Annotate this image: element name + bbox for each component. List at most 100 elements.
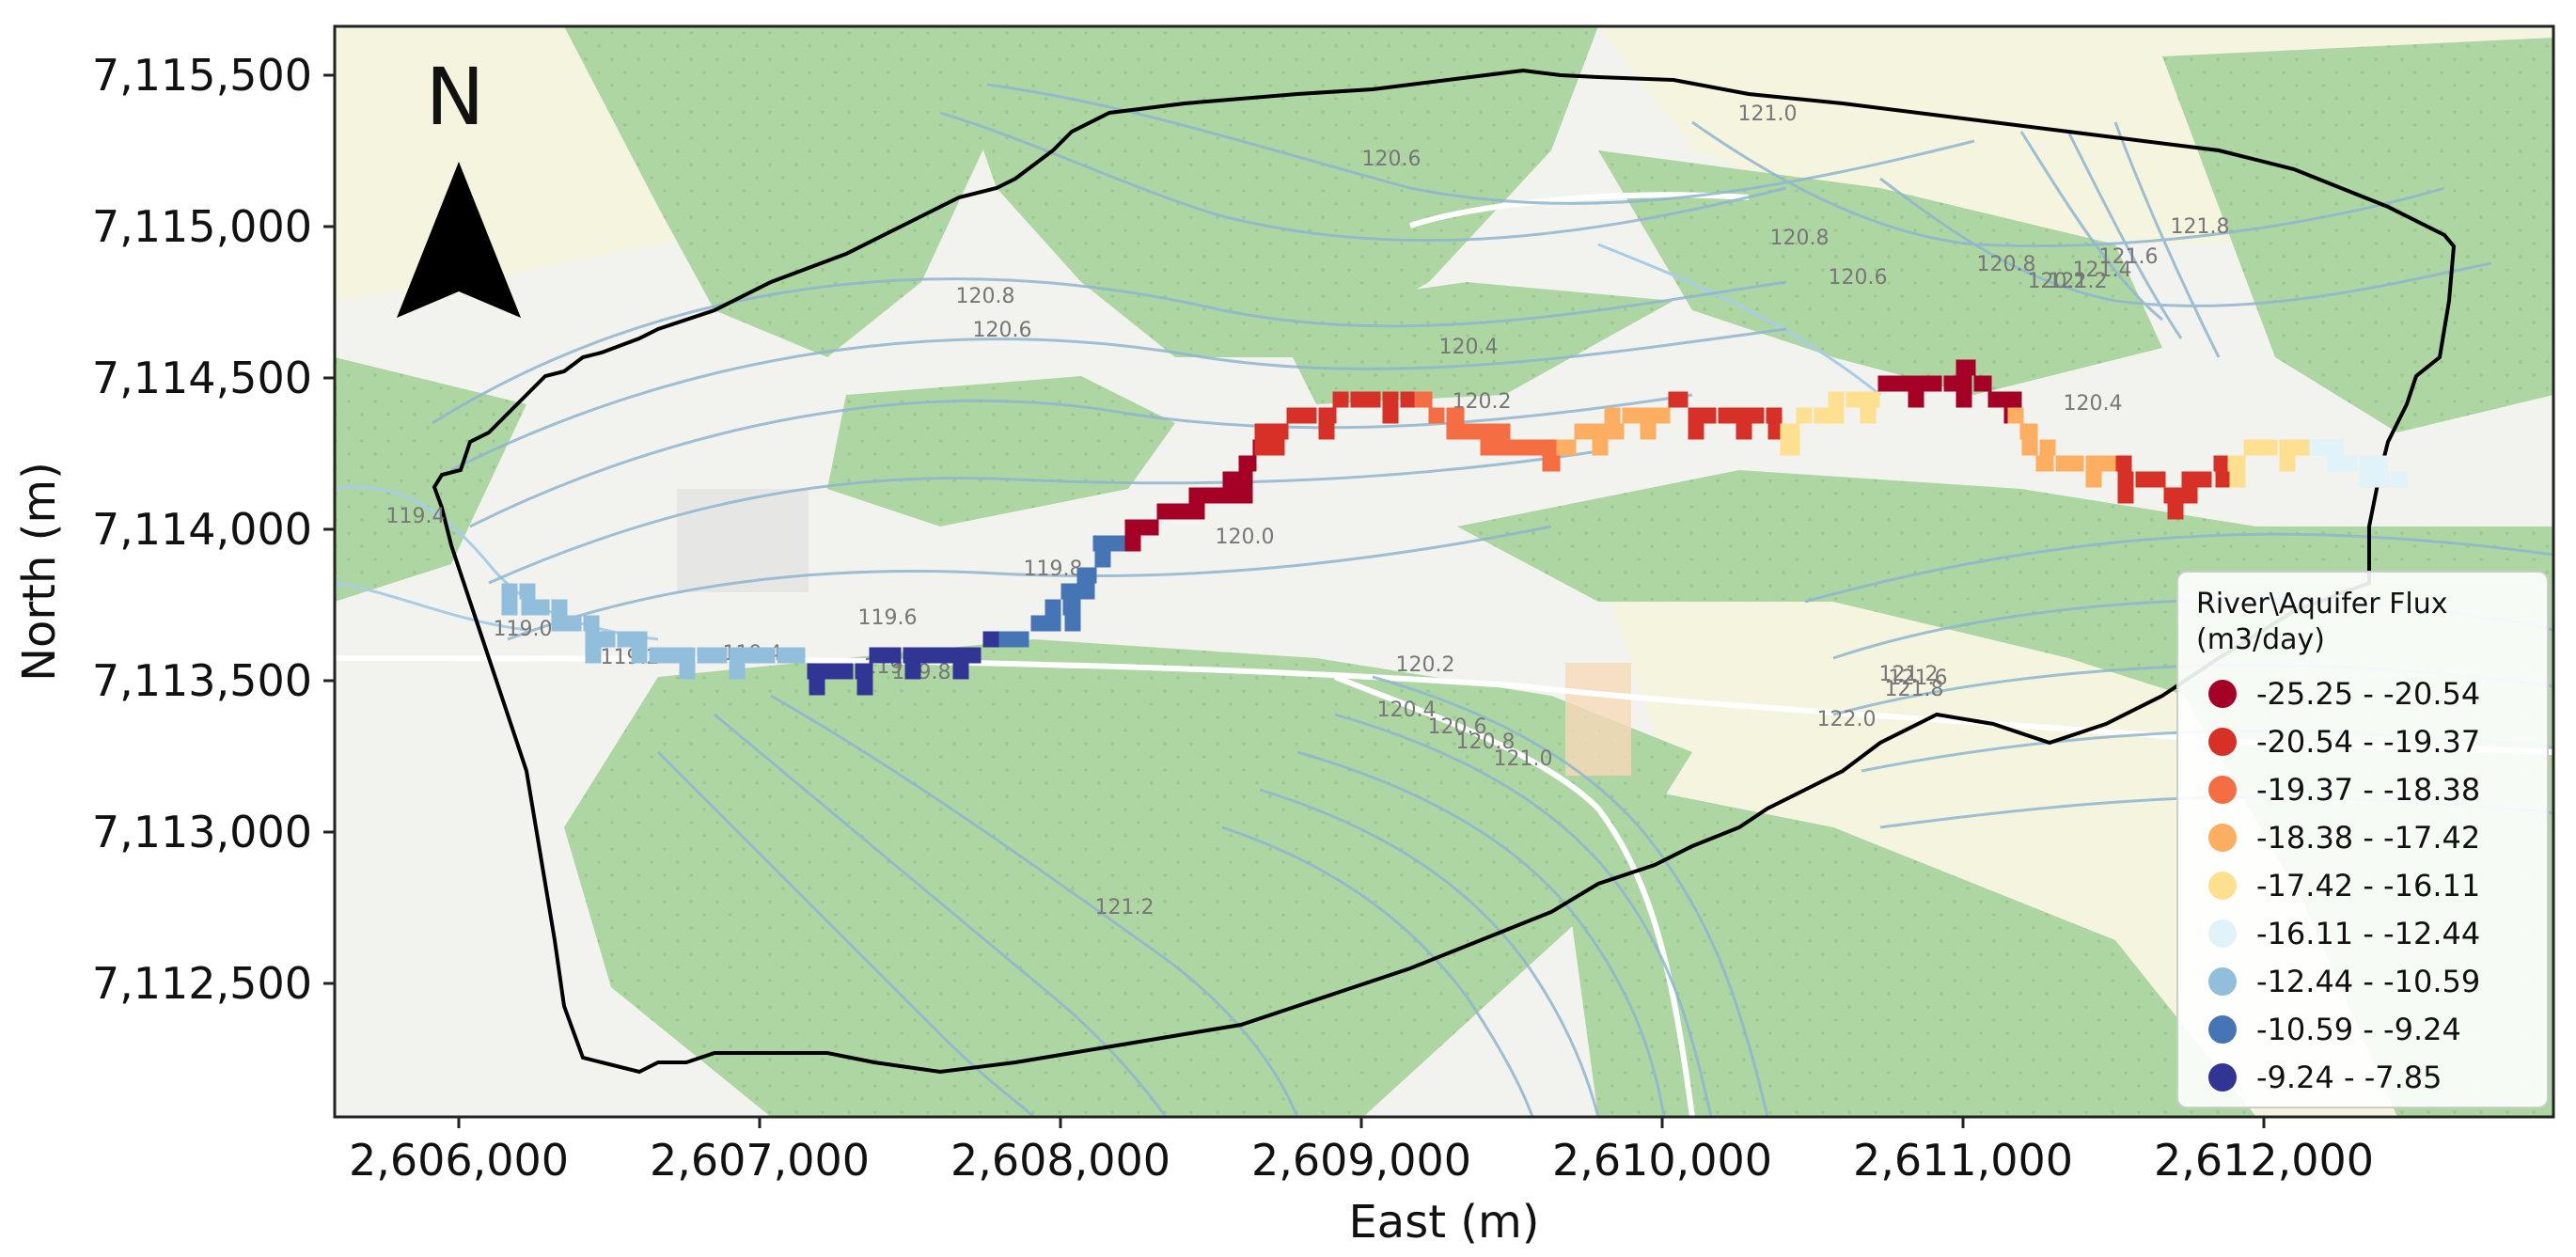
river-cell (1076, 583, 1093, 600)
legend-swatch (2208, 776, 2237, 804)
river-cell (1045, 615, 1061, 632)
contour-label: 120.4 (1439, 336, 1499, 359)
y-tick-labels: 7,115,500 7,115,000 7,114,500 7,114,000 … (92, 50, 312, 1009)
urban-patch (677, 489, 809, 592)
river-cell (1494, 439, 1511, 456)
map-area[interactable]: 121.0 120.6 120.8 120.6 120.4 120.2 120.… (335, 26, 2553, 1117)
x-axis-title: East (m) (1348, 1196, 1539, 1249)
river-cell (2117, 487, 2134, 504)
legend-label: -10.59 - -9.24 (2256, 1012, 2461, 1047)
river-cell (2371, 455, 2388, 472)
river-cell (1622, 407, 1639, 424)
x-tick-label: 2,611,000 (1853, 1135, 2073, 1186)
river-cell (1222, 487, 1239, 504)
contour-labels: 121.0 120.6 120.8 120.6 120.4 120.2 120.… (386, 102, 2230, 919)
river-cell (553, 615, 570, 632)
river-cell (856, 679, 873, 696)
river-cell (679, 647, 696, 664)
river-cell (1190, 487, 1207, 504)
legend-box (2176, 571, 2549, 1108)
river-cell (809, 679, 825, 696)
contour-label: 119.8 (1024, 558, 1083, 581)
river-cell (885, 647, 902, 664)
river-cell (2149, 471, 2166, 488)
river-cell (2039, 439, 2056, 456)
river-cell (2215, 471, 2232, 488)
river-cell (2279, 455, 2296, 472)
river-cell (1956, 375, 1972, 392)
river-cell (2021, 439, 2038, 456)
river-cell (2135, 471, 2152, 488)
river-cell (1670, 391, 1687, 408)
river-cell (585, 647, 602, 664)
river-cell (1064, 615, 1081, 632)
river-cell (565, 615, 582, 632)
river-cell (2087, 455, 2104, 472)
legend-label: -17.42 - -16.11 (2256, 868, 2480, 903)
contour-label: 120.6 (1829, 266, 1888, 290)
river-cell (2359, 455, 2376, 472)
y-axis-title: North (m) (13, 462, 66, 682)
river-cell (665, 647, 682, 664)
river-cell (1748, 407, 1765, 424)
legend-swatch (2208, 1063, 2237, 1092)
river-cell (1720, 407, 1736, 424)
river-cell (777, 647, 793, 664)
y-tick-label: 7,114,500 (92, 353, 312, 403)
river-cell (2243, 439, 2260, 456)
river-cell (1796, 407, 1813, 424)
river-cell (2229, 471, 2246, 488)
river-cell (2103, 455, 2120, 472)
legend-label: -25.25 - -20.54 (2256, 676, 2480, 712)
x-tick-label: 2,612,000 (2154, 1135, 2374, 1186)
legend-swatch (2208, 680, 2237, 708)
north-arrow: N (397, 51, 521, 318)
river-cell (1783, 423, 1800, 440)
river-cell (2181, 487, 2198, 504)
river-cell (1032, 615, 1049, 632)
legend-swatch (2208, 919, 2237, 948)
river-cell (1382, 391, 1399, 408)
contour-label: 121.6 (2099, 245, 2159, 269)
river-cell (2295, 439, 2312, 456)
river-cell (904, 647, 921, 664)
contour-label: 119.0 (494, 618, 553, 641)
river-cell (1925, 375, 1942, 392)
river-cell (1236, 471, 1253, 488)
river-cell (1364, 391, 1381, 408)
legend-label: -18.38 - -17.42 (2256, 820, 2480, 856)
river-cell (1124, 535, 1141, 552)
river-cell (1142, 519, 1159, 536)
y-tick-label: 7,113,000 (92, 807, 312, 857)
river-cell (1860, 391, 1877, 408)
river-cell (1608, 423, 1625, 440)
contour-label: 122.0 (1817, 708, 1877, 731)
river-cell (917, 647, 934, 664)
contour-label: 121.6 (1889, 667, 1948, 690)
river-cell (1556, 439, 1573, 456)
river-cell (809, 663, 825, 680)
river-cell (2373, 471, 2390, 488)
river-cell (1877, 375, 1894, 392)
contour-label: 120.2 (1396, 653, 1455, 677)
river-cell (1092, 535, 1109, 552)
river-cell (2229, 455, 2246, 472)
river-cell (2003, 391, 2020, 408)
legend-title: River\Aquifer Flux (2196, 588, 2447, 621)
river-cell (1700, 407, 1717, 424)
river-cell (1908, 375, 1924, 392)
river-cell (1428, 407, 1445, 424)
river-cell (1064, 599, 1081, 616)
river-cell (1494, 423, 1511, 440)
river-cell (1908, 391, 1924, 408)
river-cell (1526, 439, 1543, 456)
river-cell (1268, 423, 1285, 440)
x-tick-label: 2,610,000 (1552, 1135, 1772, 1186)
contour-label: 121.8 (2171, 215, 2230, 239)
river-cell (741, 647, 758, 664)
y-tick-label: 7,113,500 (92, 655, 312, 706)
river-cell (2021, 423, 2038, 440)
river-cell (501, 583, 518, 600)
contour-label: 121.0 (1738, 102, 1798, 126)
